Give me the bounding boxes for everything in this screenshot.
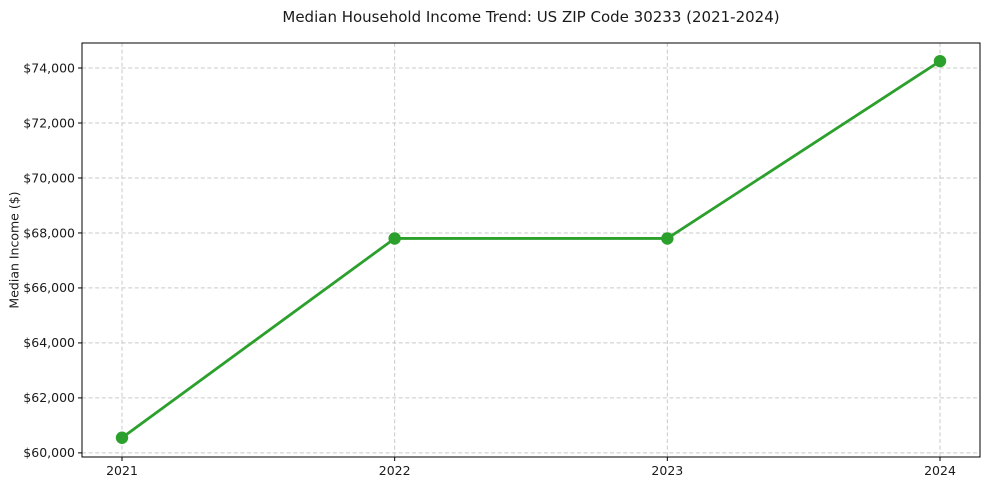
x-tick-label: 2023 [651,463,683,478]
data-point-2023 [661,232,674,245]
chart-title: Median Household Income Trend: US ZIP Co… [282,8,780,26]
x-tick-label: 2022 [379,463,411,478]
y-tick-label: $64,000 [23,335,75,350]
y-tick-label: $66,000 [23,280,75,295]
y-tick-label: $74,000 [23,60,75,75]
y-tick-label: $70,000 [23,170,75,185]
x-tick-label: 2024 [924,463,956,478]
x-tick-label: 2021 [106,463,138,478]
y-tick-label: $68,000 [23,225,75,240]
data-point-2024 [933,54,947,68]
trend-line [120,59,942,440]
y-tick-label: $62,000 [23,390,75,405]
data-point-2021 [115,431,129,444]
y-tick-label: $60,000 [23,445,75,460]
plot-border [81,42,981,458]
y-tick-label: $72,000 [23,115,75,130]
data-point-2022 [388,232,401,245]
